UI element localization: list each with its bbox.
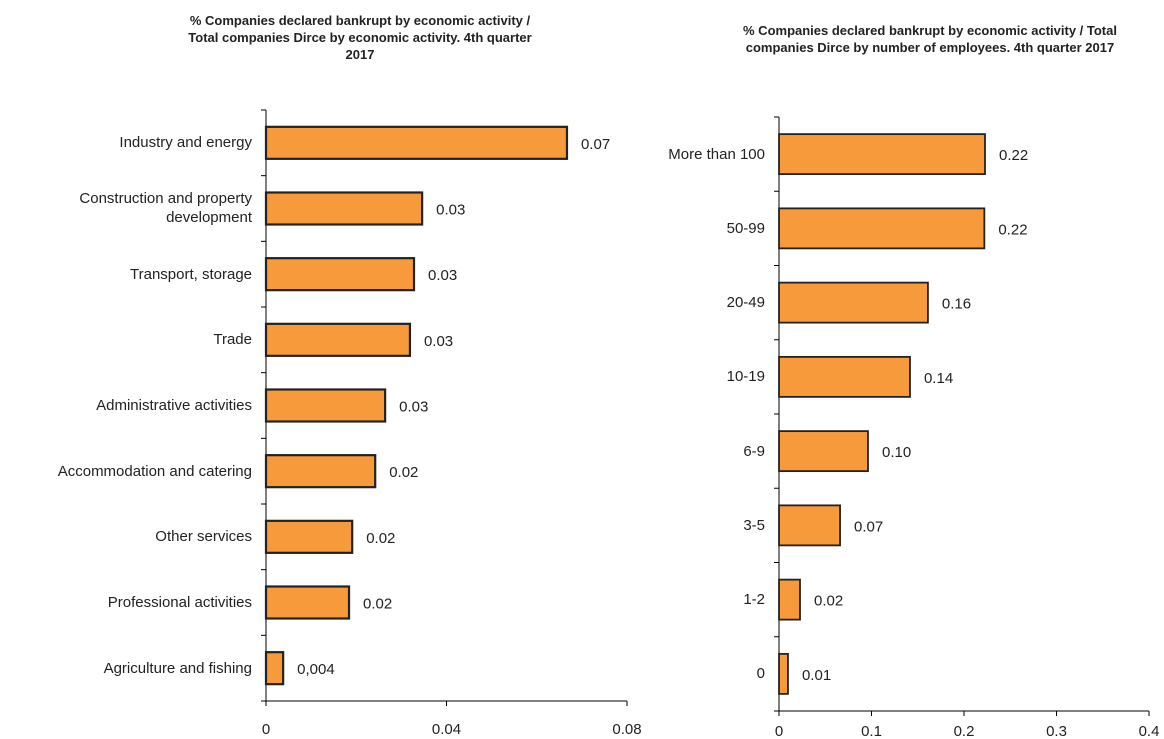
value-label: 0.03	[428, 267, 457, 284]
bar	[778, 652, 789, 695]
value-label: 0.07	[854, 518, 883, 535]
bar	[264, 388, 387, 423]
x-tick-label: 0	[262, 721, 270, 738]
bar	[264, 191, 424, 226]
category-label: 1-2	[743, 591, 765, 609]
category-label: Accommodation and catering	[57, 462, 252, 480]
value-label: 0.02	[389, 464, 418, 481]
value-label: 0.22	[998, 221, 1027, 238]
value-label: 0.14	[924, 370, 953, 387]
value-label: 0.02	[814, 593, 843, 610]
x-tick-label: 0.4	[1139, 723, 1160, 739]
bar	[264, 519, 354, 554]
category-label: 3-5	[743, 516, 765, 534]
category-label: 6-9	[743, 442, 765, 460]
value-label: 0.02	[366, 530, 395, 547]
category-label: 20-49	[726, 294, 765, 312]
category-label: More than 100	[668, 145, 765, 163]
category-label: 10-19	[726, 368, 765, 386]
bar	[778, 207, 986, 250]
value-label: 0.03	[436, 201, 465, 218]
bar	[264, 585, 351, 620]
category-label: Agriculture and fishing	[103, 659, 252, 677]
bar	[778, 355, 911, 398]
value-label: 0.03	[424, 333, 453, 350]
value-label: 0.02	[363, 595, 392, 612]
value-label: 0,004	[297, 661, 335, 678]
value-label: 0.16	[942, 296, 971, 313]
bar	[778, 133, 986, 176]
value-label: 0.07	[581, 136, 610, 153]
category-label: Administrative activities	[96, 396, 252, 414]
bar	[264, 257, 416, 292]
category-label: Transport, storage	[130, 265, 252, 283]
bar	[778, 430, 869, 473]
x-tick-label: 0.3	[1046, 723, 1067, 739]
x-tick-label: 0	[775, 723, 783, 739]
bar	[778, 281, 929, 324]
category-label: Industry and energy	[119, 134, 252, 152]
value-label: 0.03	[399, 398, 428, 415]
value-label: 0.01	[802, 667, 831, 684]
value-label: 0.22	[999, 147, 1028, 164]
category-label: Other services	[155, 528, 252, 546]
x-tick-label: 0.2	[954, 723, 975, 739]
category-label: Professional activities	[107, 593, 252, 611]
x-tick-label: 0.1	[861, 723, 882, 739]
bar	[264, 125, 569, 160]
category-label: 0	[756, 665, 765, 683]
value-label: 0.10	[882, 444, 911, 461]
bar	[264, 651, 285, 686]
category-label: Construction and property development	[79, 190, 252, 227]
bar	[264, 322, 412, 357]
bar	[264, 454, 377, 489]
chart-title: % Companies declared bankrupt by economi…	[188, 13, 532, 62]
category-label: 50-99	[726, 219, 765, 237]
bar	[778, 578, 801, 621]
x-tick-label: 0.08	[612, 721, 641, 738]
bar	[778, 504, 841, 547]
category-label: Trade	[213, 331, 252, 349]
x-tick-label: 0.04	[432, 721, 461, 738]
chart-title: % Companies declared bankrupt by economi…	[743, 23, 1117, 55]
